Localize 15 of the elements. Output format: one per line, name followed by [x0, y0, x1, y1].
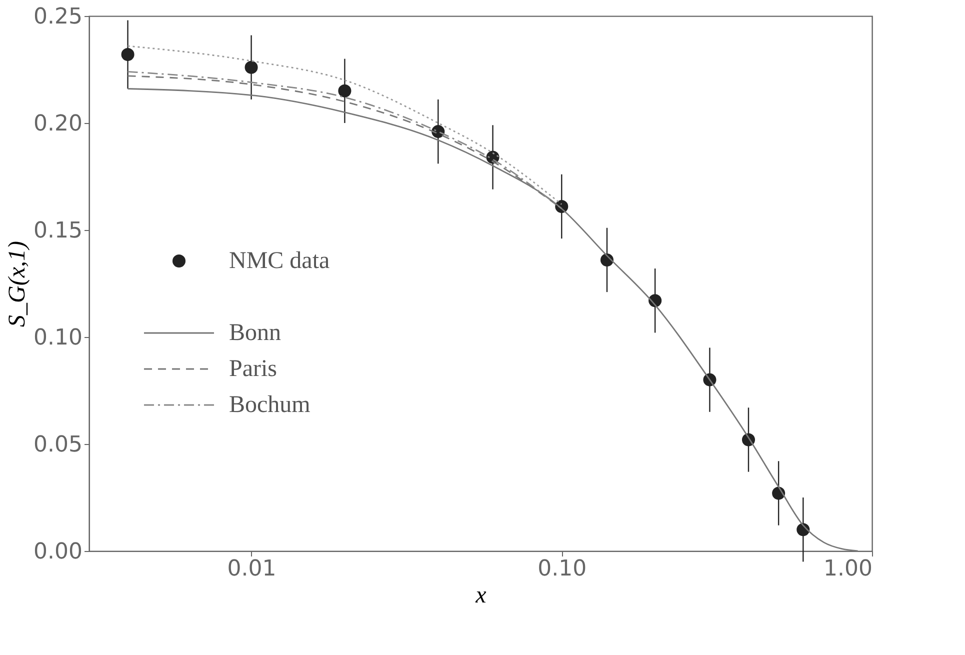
legend-label: NMC data	[229, 248, 330, 274]
y-tick-label: 0.05	[34, 432, 82, 458]
x-tick-label: 1.00	[824, 556, 872, 582]
legend-label: Paris	[229, 356, 277, 382]
legend-label: Bochum	[229, 392, 311, 418]
y-tick-label: 0.00	[34, 540, 82, 564]
y-tick-label: 0.10	[34, 326, 82, 350]
legend-label: Bonn	[229, 320, 282, 346]
y-tick-label: 0.25	[34, 4, 82, 30]
y-tick-label: 0.20	[34, 112, 82, 136]
y-tick-label: 0.15	[34, 218, 82, 244]
x-tick-label: 0.01	[227, 556, 276, 582]
x-tick-label: 0.10	[538, 556, 587, 582]
y-axis-title: S_G(x,1)	[4, 241, 31, 327]
x-axis-title: x	[474, 582, 487, 608]
